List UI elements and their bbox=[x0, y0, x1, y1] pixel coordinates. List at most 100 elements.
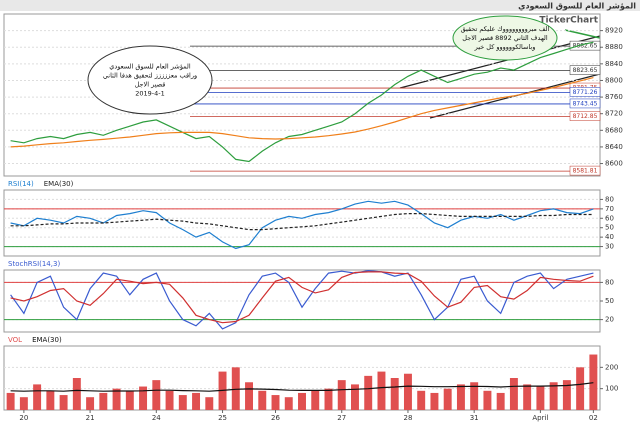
level-label-bg bbox=[569, 98, 601, 109]
bar bbox=[377, 371, 386, 410]
y-tick-label: 50 bbox=[605, 297, 614, 305]
x-tick-label: April bbox=[532, 414, 548, 422]
series-line bbox=[10, 271, 594, 324]
bar bbox=[417, 390, 426, 410]
callout-text: المؤشر العام للسوق السعودي bbox=[109, 63, 191, 71]
series-line bbox=[10, 213, 594, 231]
y-tick-label: 200 bbox=[605, 363, 618, 371]
bar bbox=[72, 378, 81, 410]
bar bbox=[403, 373, 412, 410]
y-tick-label: 8640 bbox=[605, 143, 623, 151]
y-tick-label: 8760 bbox=[605, 93, 623, 101]
level-label: 8743.45 bbox=[573, 100, 598, 107]
callout-text: الهدف الثاني 8892 قصير الاجل bbox=[462, 34, 548, 42]
bar bbox=[589, 354, 598, 410]
series-line bbox=[10, 200, 594, 250]
y-tick-label: 80 bbox=[605, 278, 614, 286]
legend-label: StochRSI(14,3) bbox=[8, 260, 60, 268]
y-tick-label: 80 bbox=[605, 195, 614, 203]
bar bbox=[430, 392, 439, 410]
callout bbox=[87, 45, 213, 115]
bar bbox=[509, 378, 518, 410]
bar bbox=[205, 397, 214, 410]
y-tick-label: 30 bbox=[605, 243, 614, 251]
y-tick-label: 50 bbox=[605, 224, 614, 232]
series-line bbox=[10, 77, 594, 148]
bar bbox=[192, 392, 201, 410]
bar bbox=[443, 388, 452, 410]
series-line bbox=[10, 41, 594, 163]
bar bbox=[99, 392, 108, 410]
bar bbox=[456, 384, 465, 410]
bar bbox=[284, 397, 293, 410]
y-tick-label: 8720 bbox=[605, 110, 623, 118]
bar bbox=[298, 392, 306, 410]
trend-line bbox=[399, 35, 601, 89]
bar bbox=[390, 378, 399, 410]
series-line bbox=[10, 382, 594, 392]
x-tick-label: 24 bbox=[152, 414, 161, 422]
bar bbox=[112, 388, 121, 410]
y-tick-label: 8840 bbox=[605, 60, 623, 68]
arrow bbox=[564, 29, 601, 39]
bar bbox=[483, 390, 492, 410]
callout-text: الف مبرووووووووك عليكم تحقيق bbox=[461, 25, 550, 33]
y-tick-label: 8920 bbox=[605, 27, 623, 35]
y-tick-label: 8880 bbox=[605, 43, 623, 51]
bar bbox=[125, 390, 134, 410]
series-line bbox=[10, 269, 594, 330]
bar bbox=[536, 386, 545, 410]
legend-label: EMA(30) bbox=[32, 336, 62, 344]
legend-label: VOL bbox=[8, 336, 22, 344]
callout-text: وراقب معززززز لتحقيق هدفا الثاني bbox=[103, 72, 197, 80]
level-label: 8771.26 bbox=[573, 89, 598, 96]
bar bbox=[6, 392, 15, 410]
x-tick-label: 25 bbox=[218, 414, 227, 422]
y-tick-label: 100 bbox=[605, 385, 618, 393]
brand: TickerChart bbox=[539, 16, 598, 26]
y-tick-label: 8680 bbox=[605, 126, 623, 134]
title-bar bbox=[0, 0, 640, 11]
bar bbox=[245, 382, 253, 410]
level-label-bg bbox=[569, 87, 601, 97]
y-tick-label: 60 bbox=[605, 214, 614, 222]
bar bbox=[46, 390, 55, 410]
bar bbox=[59, 395, 68, 410]
callout-text: 2019-4-1 bbox=[135, 90, 165, 98]
panel-frame bbox=[3, 189, 601, 257]
level-label-bg bbox=[569, 165, 601, 176]
chart-title: المؤشر العام للسوق السعودي bbox=[518, 2, 636, 11]
bar bbox=[562, 380, 571, 410]
bar bbox=[351, 384, 359, 410]
level-label: 8712.85 bbox=[573, 113, 598, 120]
x-tick-label: 26 bbox=[271, 414, 280, 422]
callout-text: قصير الاجل bbox=[135, 81, 166, 89]
bar bbox=[231, 367, 240, 410]
bar bbox=[178, 395, 187, 410]
y-tick-label: 70 bbox=[605, 205, 614, 213]
level-label-bg bbox=[569, 111, 601, 121]
bar bbox=[496, 392, 505, 410]
bar bbox=[576, 367, 585, 410]
legend-label: RSI(14) bbox=[8, 180, 34, 188]
bar bbox=[152, 380, 161, 410]
bar bbox=[165, 390, 174, 410]
callout bbox=[452, 15, 558, 61]
bar bbox=[324, 388, 333, 410]
x-tick-label: 27 bbox=[337, 414, 346, 422]
legend-label: EMA(30) bbox=[44, 180, 74, 188]
bar bbox=[19, 397, 28, 410]
x-tick-label: 31 bbox=[470, 414, 479, 422]
x-tick-label: 02 bbox=[589, 414, 598, 422]
y-tick-label: 20 bbox=[605, 316, 614, 324]
level-label: 8581.81 bbox=[573, 168, 598, 175]
callout-text: وباسالكوووووو كل خير bbox=[474, 43, 536, 51]
y-tick-label: 40 bbox=[605, 233, 614, 241]
level-label: 8823.65 bbox=[573, 67, 598, 74]
bar bbox=[337, 380, 346, 410]
level-label: 8882.65 bbox=[573, 43, 598, 50]
y-tick-label: 8800 bbox=[605, 76, 623, 84]
x-tick-label: 21 bbox=[86, 414, 95, 422]
bar bbox=[311, 390, 320, 410]
x-tick-label: 20 bbox=[19, 414, 28, 422]
